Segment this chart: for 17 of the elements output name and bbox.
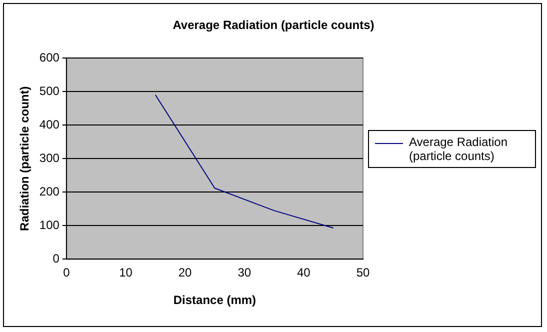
x-tick-label: 40 <box>297 266 311 280</box>
y-tick-label: 200 <box>39 184 60 198</box>
y-tick-label: 500 <box>39 84 60 98</box>
legend-label: Average Radiation (particle counts) <box>409 135 509 163</box>
x-tick-label: 30 <box>238 266 252 280</box>
y-tick-label: 100 <box>39 218 60 232</box>
x-axis-title: Distance (mm) <box>173 293 256 308</box>
x-tick-label: 20 <box>178 266 192 280</box>
y-tick-label: 600 <box>39 50 60 64</box>
x-tick-label: 0 <box>63 266 70 280</box>
y-tick-label: 300 <box>39 150 60 165</box>
chart-title: Average Radiation (particle counts) <box>172 18 376 32</box>
y-tick-label: 0 <box>52 252 60 266</box>
x-tick-label: 10 <box>119 266 133 280</box>
x-tick-label: 50 <box>356 266 370 280</box>
y-tick-label: 400 <box>39 117 60 132</box>
y-axis-title: Radiation (particle count) <box>18 86 32 231</box>
